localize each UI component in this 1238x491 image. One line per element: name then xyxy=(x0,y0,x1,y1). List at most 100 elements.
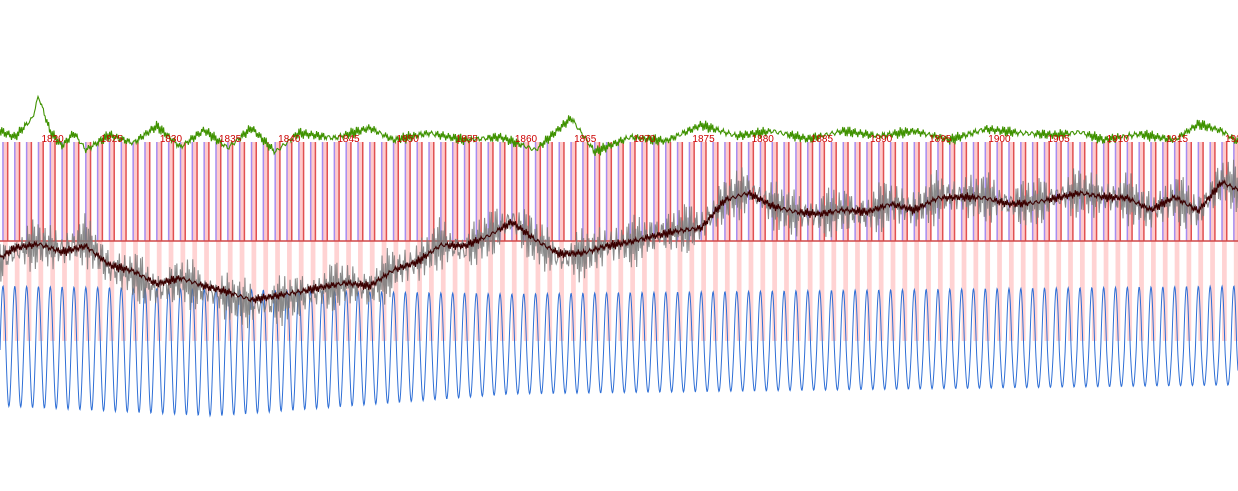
season-band-lower xyxy=(571,241,576,341)
season-band-upper xyxy=(488,142,493,241)
season-band-lower xyxy=(582,241,588,341)
season-band-lower xyxy=(807,241,813,341)
season-band-lower xyxy=(85,241,91,341)
season-band-upper xyxy=(724,142,730,241)
season-band-lower xyxy=(523,241,529,341)
season-band-lower xyxy=(1091,241,1097,341)
season-band-upper xyxy=(1151,142,1156,241)
year-tick-label: 1820 xyxy=(41,134,64,145)
season-band-lower xyxy=(843,241,849,341)
season-band-upper xyxy=(168,142,174,241)
season-band-upper xyxy=(73,142,79,241)
season-band-lower xyxy=(452,241,458,341)
season-band-upper xyxy=(369,142,375,241)
season-band-upper xyxy=(393,142,399,241)
season-band-upper xyxy=(381,142,387,241)
season-band-lower xyxy=(594,241,600,341)
season-band-lower xyxy=(1103,241,1109,341)
season-band-lower xyxy=(405,241,411,341)
season-band-upper xyxy=(547,142,553,241)
season-band-lower xyxy=(831,241,837,341)
season-band-lower xyxy=(535,241,541,341)
year-tick-label: 1865 xyxy=(574,134,597,145)
season-band-lower xyxy=(97,241,103,341)
season-band-lower xyxy=(440,241,446,341)
season-band-lower xyxy=(1044,241,1050,341)
season-band-upper xyxy=(890,142,896,241)
series-line-gray xyxy=(0,159,1238,329)
season-band-lower xyxy=(985,241,991,341)
season-band-lower xyxy=(890,241,896,341)
season-band-upper xyxy=(713,142,718,241)
season-band-upper xyxy=(677,142,683,241)
season-band-upper xyxy=(772,142,778,241)
series-line-blue xyxy=(0,284,1238,418)
year-tick-label: 1915 xyxy=(1166,134,1189,145)
season-band-lower xyxy=(1032,241,1038,341)
season-band-upper xyxy=(1139,142,1144,241)
season-band-upper xyxy=(85,142,91,241)
season-band-lower xyxy=(1020,241,1026,341)
season-band-lower xyxy=(819,241,825,341)
season-band-lower xyxy=(1174,241,1180,341)
season-band-lower xyxy=(973,241,979,341)
season-band-lower xyxy=(997,241,1002,341)
year-tick-label: 1840 xyxy=(278,134,301,145)
season-band-upper xyxy=(1198,142,1204,241)
season-band-upper xyxy=(275,142,280,241)
year-tick-label: 1895 xyxy=(929,134,952,145)
season-band-upper xyxy=(784,142,789,241)
season-band-lower xyxy=(215,241,221,341)
season-band-lower xyxy=(180,241,186,341)
season-band-lower xyxy=(393,241,399,341)
season-band-lower xyxy=(784,241,789,341)
season-band-upper xyxy=(606,142,612,241)
season-band-upper xyxy=(26,142,32,241)
season-band-upper xyxy=(1222,142,1227,241)
season-band-lower xyxy=(73,241,79,341)
season-band-upper xyxy=(795,142,801,241)
season-band-lower xyxy=(866,241,872,341)
season-band-lower xyxy=(736,241,742,341)
season-band-upper xyxy=(866,142,872,241)
season-band-lower xyxy=(748,241,754,341)
season-band-lower xyxy=(500,241,505,341)
season-band-lower xyxy=(1008,241,1014,341)
season-band-lower xyxy=(1186,241,1192,341)
season-band-upper xyxy=(653,142,659,241)
season-band-upper xyxy=(310,142,316,241)
season-band-lower xyxy=(878,241,884,341)
season-band-upper xyxy=(263,142,269,241)
season-band-upper xyxy=(156,142,162,241)
season-band-upper xyxy=(843,142,849,241)
season-band-lower xyxy=(795,241,801,341)
season-band-lower xyxy=(50,241,56,341)
season-band-lower xyxy=(358,241,363,341)
season-band-lower xyxy=(417,241,422,341)
season-band-upper xyxy=(523,142,529,241)
season-band-upper xyxy=(642,142,647,241)
year-tick-label: 1825 xyxy=(101,134,124,145)
season-band-upper xyxy=(180,142,186,241)
year-tick-label: 1880 xyxy=(752,134,775,145)
year-tick-label: 1860 xyxy=(515,134,538,145)
year-tick-label: 1850 xyxy=(397,134,420,145)
season-band-upper xyxy=(1008,142,1014,241)
season-band-lower xyxy=(772,241,778,341)
season-band-upper xyxy=(452,142,458,241)
season-band-upper xyxy=(38,142,44,241)
season-band-upper xyxy=(476,142,482,241)
season-band-upper xyxy=(358,142,363,241)
season-band-lower xyxy=(38,241,44,341)
season-band-lower xyxy=(144,241,150,341)
year-tick-label: 1920 xyxy=(1225,134,1238,145)
year-tick-label: 1905 xyxy=(1047,134,1070,145)
season-band-lower xyxy=(618,241,624,341)
season-band-lower xyxy=(204,241,209,341)
season-band-lower xyxy=(263,241,269,341)
year-tick-label: 1875 xyxy=(692,134,715,145)
season-band-lower xyxy=(346,241,351,341)
season-band-lower xyxy=(713,241,718,341)
season-band-lower xyxy=(1127,241,1133,341)
